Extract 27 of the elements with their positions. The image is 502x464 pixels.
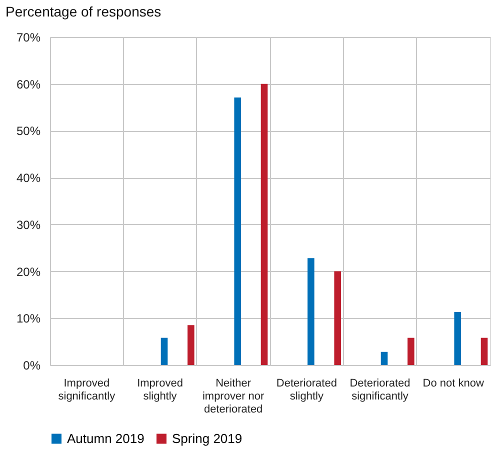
legend-label: Autumn 2019	[67, 430, 144, 446]
bar	[260, 84, 268, 365]
bar	[234, 97, 241, 365]
y-tick-label: 30%	[16, 218, 41, 232]
y-axis-title: Percentage of responses	[6, 4, 162, 20]
bar	[308, 258, 314, 365]
x-tick-label: Neither improver nor deteriorated	[202, 378, 265, 416]
x-tick-label: Deteriorated significantly	[350, 378, 410, 402]
legend-label: Spring 2019	[172, 430, 242, 446]
y-tick-label: 10%	[16, 312, 41, 326]
bar	[188, 325, 194, 365]
y-tick-label: 20%	[16, 264, 41, 279]
y-tick-label: 40%	[16, 171, 41, 186]
x-tick-label: Improved significantly	[58, 378, 116, 402]
y-tick-label: 0%	[23, 358, 41, 372]
bar	[480, 338, 488, 365]
y-tick-label: 60%	[16, 77, 41, 92]
y-tick-label: 70%	[16, 30, 41, 44]
y-tick-label: 50%	[16, 124, 41, 138]
x-tick-label: Do not know	[422, 378, 484, 390]
bar	[334, 271, 341, 365]
bar	[160, 338, 168, 365]
bar	[380, 352, 388, 365]
bar	[454, 312, 461, 365]
x-tick-label: Deteriorated slightly	[276, 378, 337, 402]
x-tick-label: Improved slightly	[137, 378, 183, 402]
bar	[408, 338, 414, 365]
